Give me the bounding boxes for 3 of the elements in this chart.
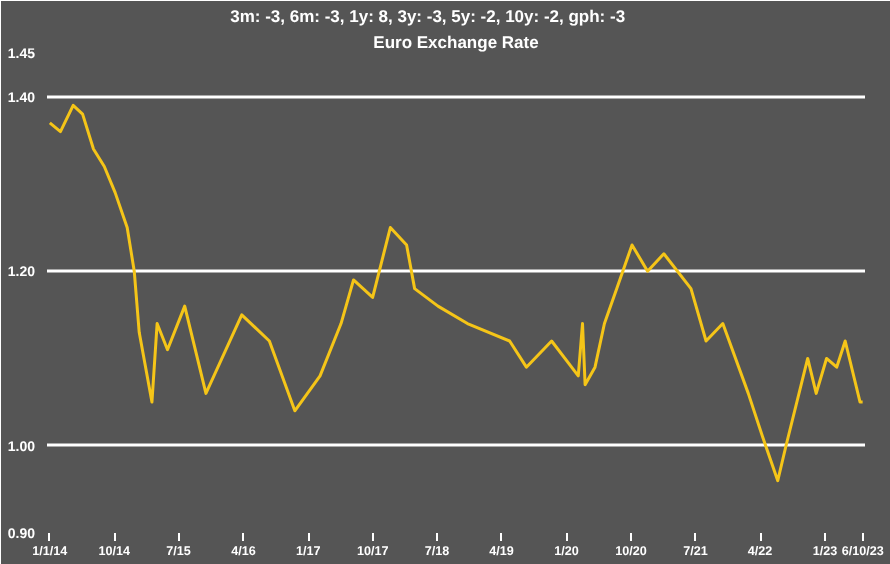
- line-series: [48, 103, 865, 483]
- chart-title: Euro Exchange Rate: [373, 32, 540, 52]
- chart-subtitle: 3m: -3, 6m: -3, 1y: 8, 3y: -3, 5y: -2, 10y: -2, gph: -3: [230, 6, 626, 26]
